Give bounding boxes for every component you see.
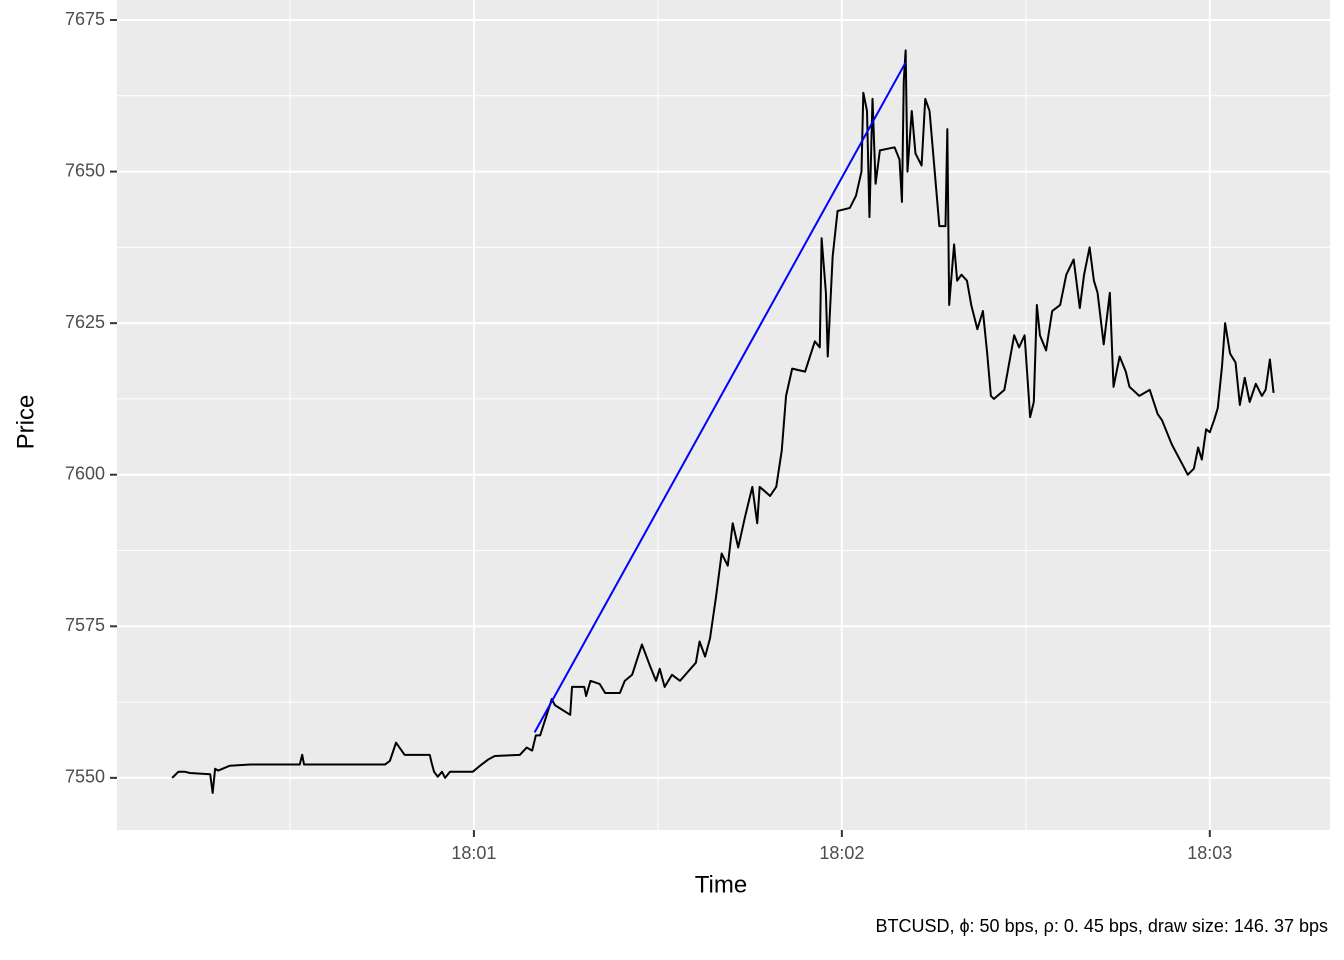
y-tick-label: 7575 [65, 615, 105, 635]
y-axis-title: Price [12, 395, 39, 450]
panel [117, 0, 1330, 830]
caption: BTCUSD, ϕ: 50 bps, ρ: 0. 45 bps, draw si… [875, 916, 1328, 936]
x-tick-label: 18:02 [819, 843, 864, 863]
y-tick-label: 7625 [65, 312, 105, 332]
y-tick-label: 7650 [65, 160, 105, 180]
x-tick-label: 18:01 [451, 843, 496, 863]
price-line [171, 49, 1275, 795]
price-line [533, 61, 907, 733]
y-tick-label: 7675 [65, 9, 105, 29]
y-tick-label: 7600 [65, 463, 105, 483]
y-tick-label: 7550 [65, 767, 105, 787]
x-axis-title: Time [695, 871, 747, 898]
x-tick-label: 18:03 [1187, 843, 1232, 863]
